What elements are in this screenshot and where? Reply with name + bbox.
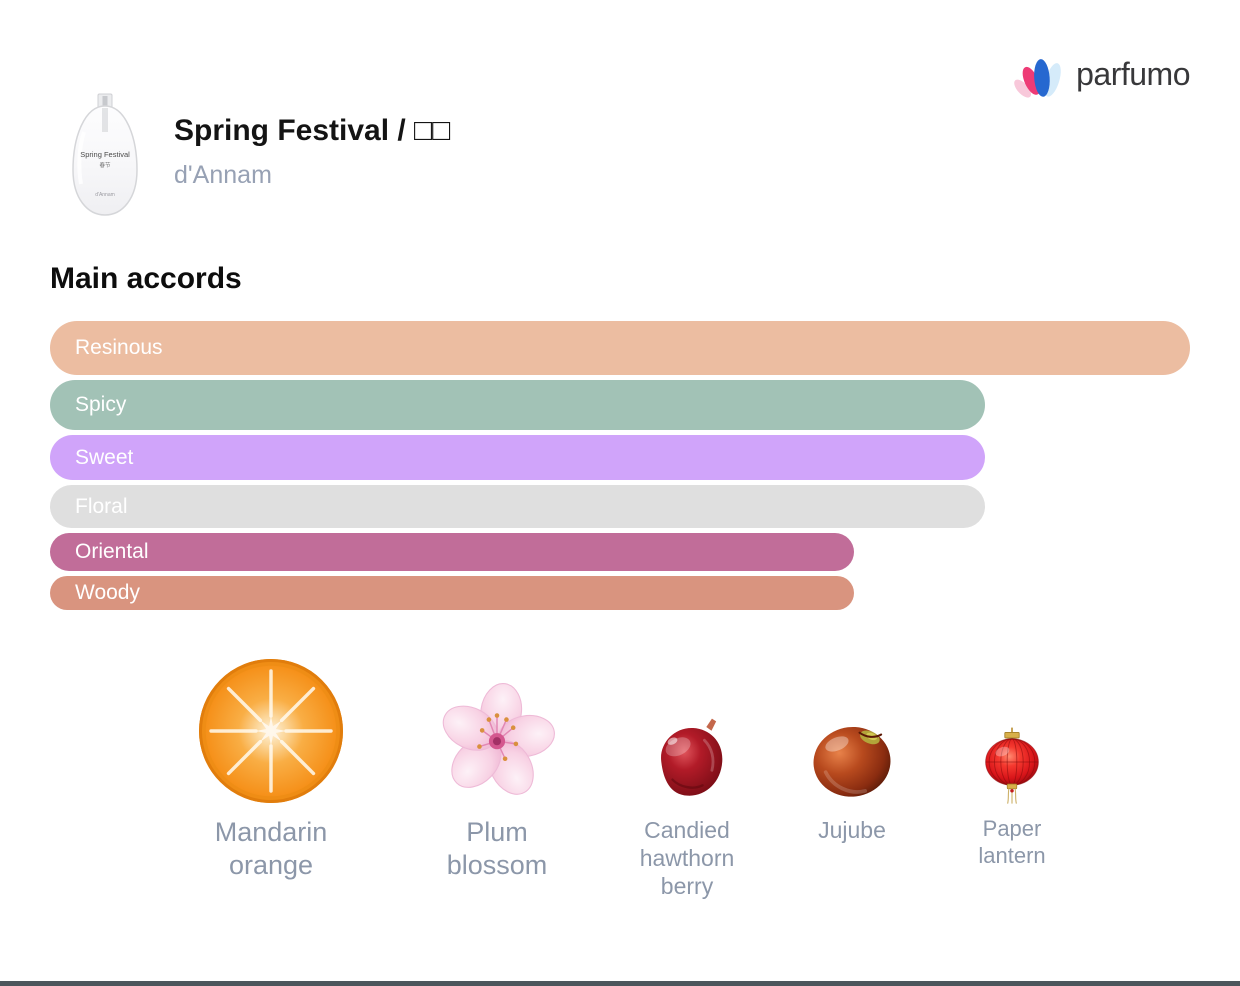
accord-bar-sweet: Sweet — [50, 435, 985, 480]
plum-blossom-image — [430, 652, 565, 806]
notes-row: Mandarin orange — [0, 652, 1240, 932]
brand-link[interactable]: d'Annam — [174, 161, 272, 189]
note-label[interactable]: Paper lantern — [978, 816, 1046, 868]
candied-hawthorn-berry-icon — [660, 718, 722, 796]
note-label[interactable]: Mandarin orange — [214, 817, 328, 880]
product-info: Spring Festival / □□ d'Annam — [174, 92, 450, 222]
note-paper-lantern[interactable]: Paper lantern — [956, 652, 1068, 870]
accord-bar-resinous: Resinous — [50, 321, 1190, 375]
accord-label: Woody — [75, 581, 140, 604]
bottle-label-line1: Spring Festival — [80, 150, 130, 159]
bottle-label-line2: 春节 — [99, 161, 111, 169]
main-accords-heading: Main accords — [50, 262, 242, 295]
page-title: Spring Festival / □□ — [174, 114, 451, 147]
paper-lantern-icon — [985, 727, 1039, 804]
candied-hawthorn-berry-image — [640, 652, 734, 806]
mandarin-orange-icon — [199, 659, 343, 803]
bottle-image[interactable]: Spring Festival 春节 d'Annam — [62, 92, 148, 222]
note-label[interactable]: Candied hawthorn berry — [639, 817, 735, 900]
plum-blossom-icon — [442, 683, 555, 795]
accord-label: Floral — [75, 495, 128, 518]
note-label[interactable]: Plum blossom — [446, 817, 548, 880]
accord-label: Sweet — [75, 446, 134, 469]
accord-bar-oriental: Oriental — [50, 533, 854, 571]
bottle-label-line3: d'Annam — [95, 192, 115, 198]
accord-label: Resinous — [75, 336, 163, 359]
bottom-section-divider — [0, 981, 1240, 986]
note-label[interactable]: Jujube — [818, 817, 886, 843]
product-header: Spring Festival 春节 d'Annam Spring Festiv… — [62, 92, 450, 222]
accord-label: Oriental — [75, 540, 149, 563]
note-plum-blossom[interactable]: Plum blossom — [430, 652, 565, 882]
main-accords-chart: Resinous Spicy Sweet Floral Oriental Woo… — [50, 321, 1190, 615]
accord-bar-spicy: Spicy — [50, 380, 985, 430]
note-jujube[interactable]: Jujube — [777, 652, 927, 844]
accord-label: Spicy — [75, 393, 127, 416]
paper-lantern-image — [972, 652, 1052, 806]
note-mandarin-orange[interactable]: Mandarin orange — [181, 652, 361, 882]
parfumo-logo-icon — [1014, 59, 1061, 98]
note-candied-hawthorn-berry[interactable]: Candied hawthorn berry — [620, 652, 755, 900]
parfumo-logo-text: parfumo — [1076, 56, 1190, 92]
mandarin-orange-image — [196, 652, 346, 806]
jujube-image — [805, 652, 899, 806]
jujube-icon — [813, 726, 891, 797]
accord-bar-woody: Woody — [50, 576, 854, 610]
parfumo-logo[interactable]: parfumo — [1012, 46, 1190, 108]
accord-bar-floral: Floral — [50, 485, 985, 528]
